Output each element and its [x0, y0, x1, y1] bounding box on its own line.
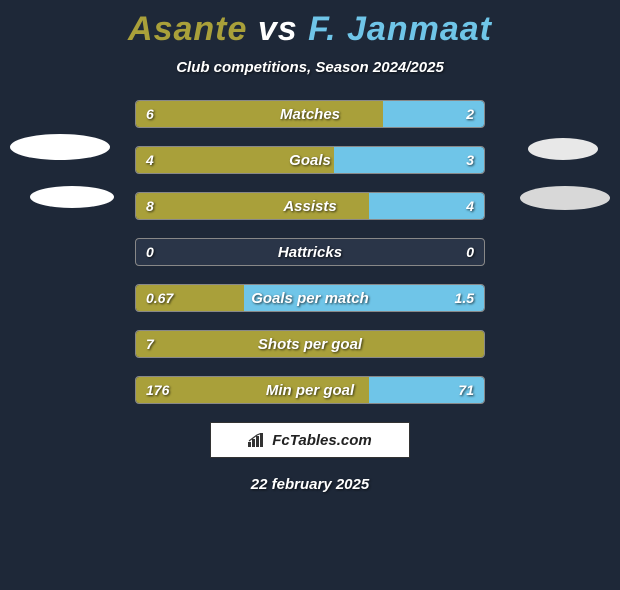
- subtitle: Club competitions, Season 2024/2025: [0, 59, 620, 76]
- player2-name: F. Janmaat: [308, 10, 492, 48]
- vs-text: vs: [258, 10, 298, 48]
- stat-label: Shots per goal: [136, 331, 484, 357]
- stat-row: 84Assists: [135, 192, 485, 220]
- player1-shadow-1: [10, 134, 110, 160]
- stat-row: 17671Min per goal: [135, 376, 485, 404]
- stat-row: 0.671.5Goals per match: [135, 284, 485, 312]
- player2-shadow-2: [520, 186, 610, 210]
- chart-icon: [248, 433, 266, 447]
- stat-label: Assists: [136, 193, 484, 219]
- player1-shadow-2: [30, 186, 114, 208]
- date-text: 22 february 2025: [0, 476, 620, 493]
- stat-row: 00Hattricks: [135, 238, 485, 266]
- brand-text: FcTables.com: [272, 432, 371, 449]
- stat-label: Goals: [136, 147, 484, 173]
- player1-name: Asante: [128, 10, 247, 48]
- stat-label: Matches: [136, 101, 484, 127]
- brand-box[interactable]: FcTables.com: [210, 422, 410, 458]
- stat-bars-container: 62Matches 43Goals 84Assists 00Hattricks 0.67…: [135, 100, 485, 404]
- stat-label: Hattricks: [136, 239, 484, 265]
- stat-label: Goals per match: [136, 285, 484, 311]
- stat-label: Min per goal: [136, 377, 484, 403]
- player2-shadow-1: [528, 138, 598, 160]
- stat-row: 7Shots per goal: [135, 330, 485, 358]
- stat-row: 62Matches: [135, 100, 485, 128]
- stat-row: 43Goals: [135, 146, 485, 174]
- comparison-title: Asante vs F. Janmaat: [0, 10, 620, 49]
